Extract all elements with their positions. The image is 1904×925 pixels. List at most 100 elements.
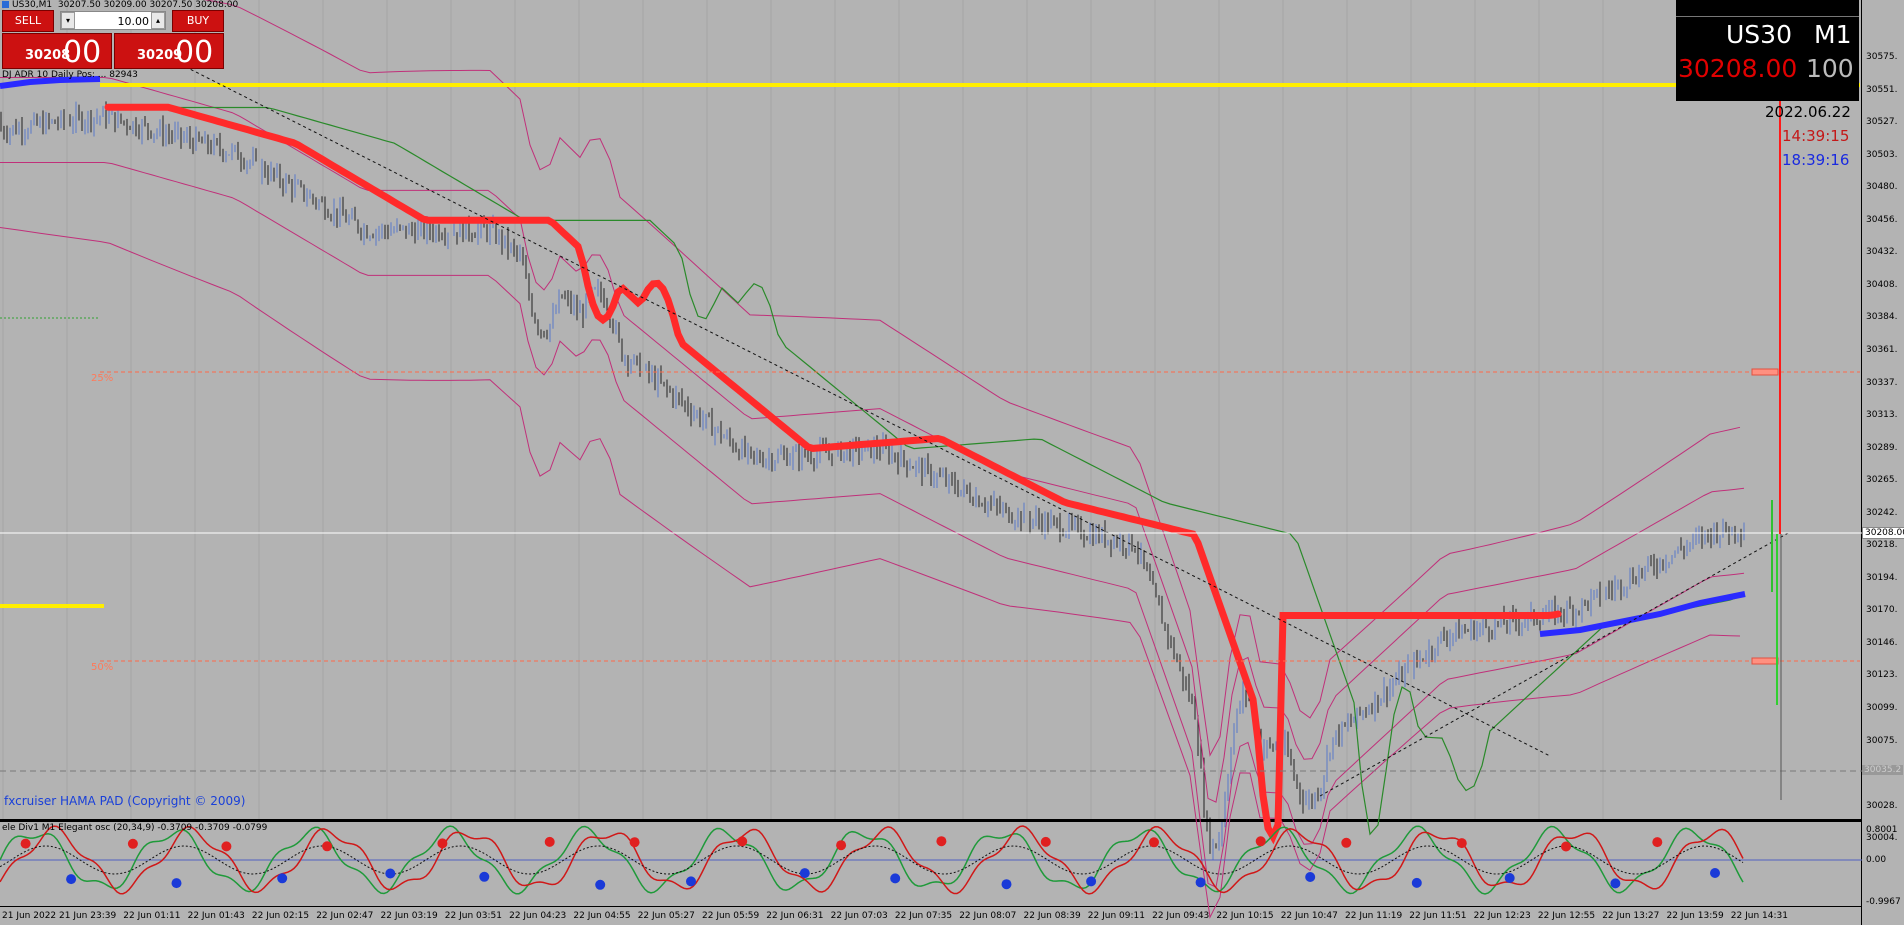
time-axis-label: 22 Jun 02:15: [251, 911, 310, 921]
price-axis-label: 30384.: [1866, 312, 1898, 323]
time-axis-label: 22 Jun 12:55: [1537, 911, 1596, 921]
time-axis-label: 21 Jun 2022: [2, 911, 57, 921]
clock-date: 2022.06.22: [1765, 103, 1851, 121]
sell-price-major: 30208: [25, 48, 71, 63]
bullish-marker: [1710, 868, 1720, 878]
time-axis-label: 22 Jun 07:03: [830, 911, 888, 921]
level-25-label: 25%: [91, 373, 114, 384]
price-axis-label: 30123.: [1866, 670, 1898, 681]
blue-ma-end: [1539, 591, 1746, 637]
symbol-price: 30208.00: [1678, 54, 1798, 83]
chart-header: US30,M1 30207.50 30209.00 30207.50 30208…: [2, 0, 238, 10]
bullish-marker: [171, 878, 182, 889]
price-axis-label: 30170.: [1866, 605, 1898, 616]
bullish-marker: [479, 871, 490, 882]
symbol-timeframe: US30,M1: [12, 0, 53, 10]
price-axis-label: 30004.: [1866, 833, 1898, 844]
bullish-marker: [1305, 872, 1316, 882]
osc-axis-label: -0.9967: [1866, 897, 1901, 907]
price-axis-label: 30099.: [1866, 703, 1898, 713]
symbol-info-panel: US30 M1 30208.00 100: [1676, 0, 1859, 101]
copyright-label: fxcruiser HAMA PAD (Copyright © 2009): [4, 794, 246, 808]
bearish-marker: [1255, 836, 1266, 847]
blue-ma-start: [0, 76, 101, 89]
time-axis-label: 22 Jun 07:35: [894, 911, 953, 921]
price-axis-label: 30146.: [1866, 637, 1898, 648]
sell-price-display[interactable]: 30208 00: [2, 33, 112, 70]
price-axis-label: 30408.: [1866, 279, 1898, 290]
sell-button[interactable]: SELL: [2, 10, 54, 32]
bullish-marker: [1195, 877, 1206, 888]
lot-size-box: ▾ ▴: [60, 11, 166, 30]
bullish-marker: [277, 873, 288, 884]
time-axis-label: 22 Jun 06:31: [766, 911, 824, 921]
red-moving-average: [104, 103, 1562, 845]
price-axis-label: 30194.: [1866, 572, 1898, 583]
price-axis-label: 30551.: [1866, 84, 1898, 95]
lot-decrease-button[interactable]: ▾: [61, 12, 75, 29]
symbol-timeframe-label: M1: [1814, 20, 1852, 49]
oscillator-pane: [0, 825, 1862, 895]
bearish-marker: [322, 841, 333, 852]
symbol-name: US30: [1726, 20, 1792, 49]
price-axis-label: 30361.: [1866, 344, 1898, 355]
osc-signal-line: [0, 845, 1744, 875]
bearish-marker: [737, 836, 748, 847]
time-axis-label: 22 Jun 01:11: [123, 911, 181, 921]
bearish-marker: [936, 836, 947, 847]
price-axis-label: 30503.: [1866, 149, 1898, 160]
bearish-marker: [1456, 838, 1467, 849]
axis-separator: [1861, 0, 1862, 925]
time-axis-label: 22 Jun 10:47: [1280, 911, 1338, 921]
lot-increase-button[interactable]: ▴: [151, 12, 165, 29]
bearish-marker: [437, 838, 448, 849]
clock-local-time: 18:39:16: [1782, 151, 1850, 169]
time-axis-label: 22 Jun 11:19: [1345, 911, 1403, 921]
buy-price-major: 30209: [137, 48, 183, 63]
current-price-label: 30208.00: [1862, 527, 1904, 539]
bearish-marker: [1149, 837, 1159, 848]
adr-indicator-label: DJ ADR 10 Daily Pos: ... 82943: [2, 70, 138, 80]
time-axis-label: 22 Jun 04:23: [509, 911, 567, 921]
bullish-marker: [1411, 877, 1422, 888]
level-25-marker: [1751, 368, 1779, 376]
time-axis-label: 22 Jun 04:55: [573, 911, 631, 921]
caret-down-icon: ▾: [65, 16, 70, 25]
bearish-marker: [629, 837, 640, 848]
bullish-marker: [1610, 878, 1621, 889]
time-axis-label: 22 Jun 08:39: [1023, 911, 1081, 921]
price-axis-label: 30289.: [1866, 442, 1898, 453]
bullish-marker: [595, 879, 606, 890]
caret-up-icon: ▴: [155, 16, 160, 25]
inner-lower-band: [0, 162, 1745, 888]
ohlc-values: 30207.50 30209.00 30207.50 30208.00: [57, 0, 239, 10]
one-click-trading-panel: SELL ▾ ▴ BUY 30208 00 30209 00: [0, 10, 226, 70]
price-axis-label: 30432.: [1866, 247, 1898, 258]
buy-price-display[interactable]: 30209 00: [114, 33, 224, 70]
upper-band: [203, 0, 1741, 757]
bearish-marker: [836, 840, 847, 851]
level-50-label: 50%: [91, 662, 114, 673]
sell-price-pips: 00: [63, 35, 102, 70]
inner-upper-band: [0, 77, 1745, 803]
symbol-spread: 100: [1806, 54, 1854, 83]
level-50-marker: [1751, 657, 1779, 665]
indicator-overlays: [0, 0, 1862, 925]
time-axis-label: 22 Jun 05:27: [637, 911, 695, 921]
time-axis-label: 22 Jun 12:23: [1473, 911, 1531, 921]
bearish-marker: [544, 836, 555, 847]
pane-separator: [0, 819, 1862, 822]
price-axis-label: 30575.: [1866, 52, 1898, 62]
bullish-marker: [385, 868, 396, 879]
buy-button[interactable]: BUY: [172, 10, 224, 32]
bullish-marker: [66, 874, 77, 885]
time-axis-label: 22 Jun 05:59: [702, 911, 760, 921]
lot-size-input[interactable]: [77, 13, 151, 30]
time-axis-label: 22 Jun 09:43: [1152, 911, 1210, 921]
time-axis-label: 22 Jun 01:43: [187, 911, 245, 921]
candlesticks: [0, 101, 1745, 860]
time-axis-label: 22 Jun 13:59: [1666, 911, 1724, 921]
grey-level-label: 30035.2: [1862, 765, 1904, 775]
osc-red-line: [0, 825, 1744, 895]
